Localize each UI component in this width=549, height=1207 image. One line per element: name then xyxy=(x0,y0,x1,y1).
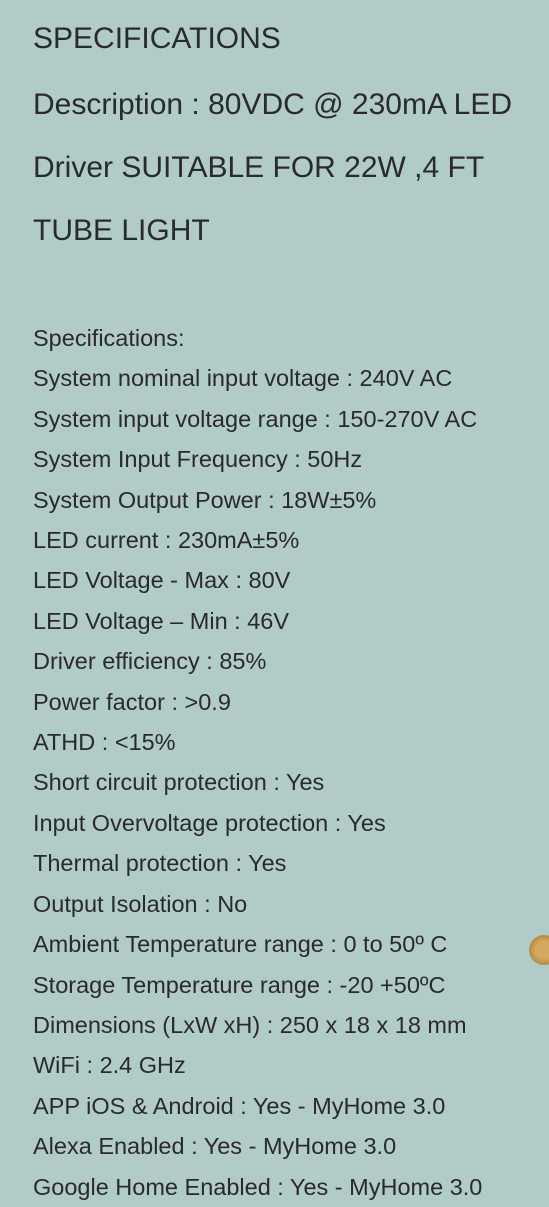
specs-list: System nominal input voltage : 240V ACSy… xyxy=(33,358,519,1207)
spec-item: Alexa Enabled : Yes - MyHome 3.0 xyxy=(33,1126,519,1166)
spec-item: Power factor : >0.9 xyxy=(33,682,519,722)
spec-item: Google Home Enabled : Yes - MyHome 3.0 xyxy=(33,1167,519,1207)
spec-item: LED Voltage - Max : 80V xyxy=(33,560,519,600)
spec-item: Short circuit protection : Yes xyxy=(33,762,519,802)
spec-item: APP iOS & Android : Yes - MyHome 3.0 xyxy=(33,1086,519,1126)
spec-item: Storage Temperature range : -20 +50ºC xyxy=(33,965,519,1005)
spec-item: Dimensions (LxW xH) : 250 x 18 x 18 mm xyxy=(33,1005,519,1045)
page-heading: SPECIFICATIONS xyxy=(33,22,519,55)
spec-item: System Output Power : 18W±5% xyxy=(33,480,519,520)
spec-item: Ambient Temperature range : 0 to 50º C xyxy=(33,924,519,964)
decorative-dot xyxy=(529,935,549,965)
spec-item: WiFi : 2.4 GHz xyxy=(33,1045,519,1085)
spec-item: ATHD : <15% xyxy=(33,722,519,762)
spec-item: Driver efficiency : 85% xyxy=(33,641,519,681)
product-description: Description : 80VDC @ 230mA LED Driver S… xyxy=(33,73,519,262)
spec-item: LED current : 230mA±5% xyxy=(33,520,519,560)
spec-item: Thermal protection : Yes xyxy=(33,843,519,883)
specs-section-label: Specifications: xyxy=(33,318,519,358)
spec-item: System Input Frequency : 50Hz xyxy=(33,439,519,479)
spec-item: Output Isolation : No xyxy=(33,884,519,924)
spec-item: LED Voltage – Min : 46V xyxy=(33,601,519,641)
spec-item: Input Overvoltage protection : Yes xyxy=(33,803,519,843)
spec-item: System input voltage range : 150-270V AC xyxy=(33,399,519,439)
spec-item: System nominal input voltage : 240V AC xyxy=(33,358,519,398)
